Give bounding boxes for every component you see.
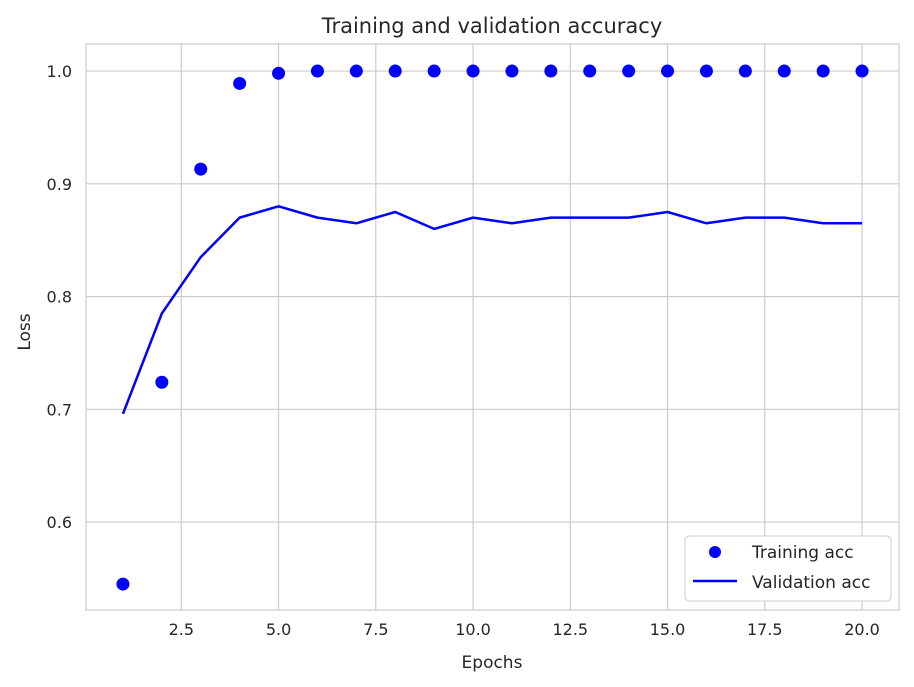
tick-labels: 2.5 5.0 7.5 10.0 12.5 15.0 17.5 20.0 0.6 0.7 0.8 0.… [47,62,880,639]
legend-box [684,535,892,602]
training-acc-point [194,162,208,176]
x-tick-label: 20.0 [844,620,880,639]
training-acc-point [466,64,480,78]
training-acc-point [349,64,363,78]
y-tick-label: 0.8 [47,288,72,307]
legend-label-validation-acc: Validation acc [752,573,870,593]
training-acc-point [738,64,752,78]
training-acc-point [427,64,441,78]
training-acc-point [116,577,130,591]
x-tick-label: 12.5 [552,620,588,639]
y-axis-label: Loss [15,313,35,350]
x-tick-label: 7.5 [363,620,388,639]
x-tick-label: 2.5 [169,620,194,639]
chart-title: Training and validation accuracy [321,14,663,38]
training-acc-point [816,64,830,78]
training-acc-point [310,64,324,78]
training-acc-point [233,76,247,90]
training-acc-point [388,64,402,78]
y-tick-label: 0.7 [47,400,72,419]
training-acc-point [777,64,791,78]
training-acc-point [855,64,869,78]
training-acc-point [544,64,558,78]
training-acc-point [272,66,286,80]
y-tick-label: 0.9 [47,175,72,194]
training-acc-point [661,64,675,78]
legend: Training acc Validation acc [684,535,892,602]
training-acc-point [583,64,597,78]
x-axis-label: Epochs [462,653,523,673]
series-line-validation-acc [121,205,863,415]
training-acc-point [699,64,713,78]
training-acc-point [155,375,169,389]
y-tick-label: 1.0 [47,62,72,81]
training-acc-point [622,64,636,78]
training-acc-point [505,64,519,78]
x-tick-label: 15.0 [650,620,686,639]
legend-label-training-acc: Training acc [751,543,854,563]
plot-area [85,43,900,611]
x-tick-label: 10.0 [455,620,491,639]
grid [86,44,899,610]
series-layer [116,64,869,591]
y-tick-label: 0.6 [47,513,72,532]
x-tick-label: 5.0 [266,620,291,639]
x-tick-label: 17.5 [747,620,783,639]
legend-marker-training-acc [709,546,721,558]
